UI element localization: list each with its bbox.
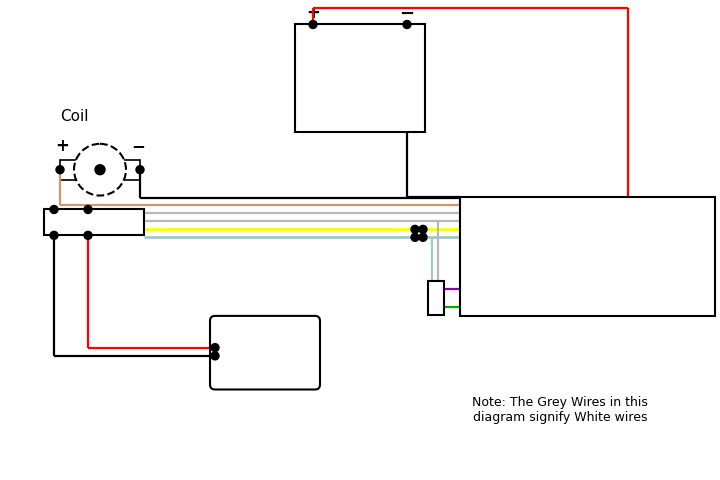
Circle shape bbox=[411, 233, 419, 241]
Text: MSD
8910: MSD 8910 bbox=[247, 337, 283, 368]
Circle shape bbox=[419, 233, 427, 241]
Text: CD Ignition Control Box
(MSD 6 Series, Mallory
IV,ETC..): CD Ignition Control Box (MSD 6 Series, M… bbox=[474, 226, 620, 275]
Text: −: − bbox=[400, 4, 415, 23]
Circle shape bbox=[211, 344, 219, 351]
Circle shape bbox=[84, 205, 92, 214]
Circle shape bbox=[50, 231, 58, 240]
Text: −: − bbox=[131, 137, 145, 155]
FancyBboxPatch shape bbox=[460, 196, 715, 316]
Circle shape bbox=[136, 166, 144, 174]
Circle shape bbox=[95, 165, 105, 175]
Text: Ignitor: Ignitor bbox=[49, 216, 89, 229]
Circle shape bbox=[419, 226, 427, 233]
Text: Note: The Grey Wires in this
diagram signify White wires: Note: The Grey Wires in this diagram sig… bbox=[472, 396, 648, 424]
Circle shape bbox=[403, 21, 411, 28]
Circle shape bbox=[211, 352, 219, 360]
Circle shape bbox=[74, 144, 126, 195]
FancyBboxPatch shape bbox=[428, 281, 444, 315]
Text: +: + bbox=[306, 4, 320, 23]
Circle shape bbox=[309, 21, 317, 28]
Circle shape bbox=[50, 205, 58, 214]
Circle shape bbox=[56, 166, 64, 174]
Text: +: + bbox=[55, 137, 69, 155]
FancyBboxPatch shape bbox=[210, 316, 320, 389]
Circle shape bbox=[84, 231, 92, 240]
Circle shape bbox=[411, 226, 419, 233]
FancyBboxPatch shape bbox=[295, 24, 425, 132]
FancyBboxPatch shape bbox=[44, 209, 144, 235]
Text: Battery: Battery bbox=[332, 76, 388, 91]
Text: Coil: Coil bbox=[60, 109, 89, 124]
